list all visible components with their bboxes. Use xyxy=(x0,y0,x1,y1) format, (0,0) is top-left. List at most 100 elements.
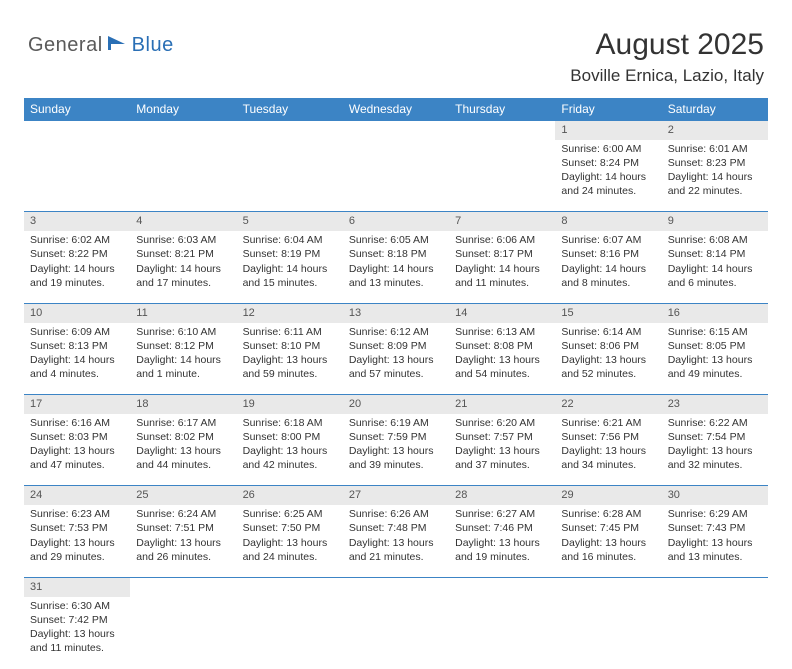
daylight-line: Daylight: 13 hours and 42 minutes. xyxy=(243,444,337,472)
sunset-line: Sunset: 8:09 PM xyxy=(349,339,443,353)
day-data-cell: Sunrise: 6:21 AMSunset: 7:56 PMDaylight:… xyxy=(555,414,661,486)
calendar-table: SundayMondayTuesdayWednesdayThursdayFrid… xyxy=(24,98,768,669)
sunset-line: Sunset: 8:03 PM xyxy=(30,430,124,444)
daylight-line: Daylight: 13 hours and 37 minutes. xyxy=(455,444,549,472)
sunrise-line: Sunrise: 6:27 AM xyxy=(455,507,549,521)
calendar-header-row: SundayMondayTuesdayWednesdayThursdayFrid… xyxy=(24,98,768,121)
weekday-header: Thursday xyxy=(449,98,555,121)
day-data-cell xyxy=(449,597,555,669)
day-data-cell: Sunrise: 6:10 AMSunset: 8:12 PMDaylight:… xyxy=(130,323,236,395)
day-number-cell: 1 xyxy=(555,121,661,140)
sunset-line: Sunset: 8:00 PM xyxy=(243,430,337,444)
day-data-cell: Sunrise: 6:16 AMSunset: 8:03 PMDaylight:… xyxy=(24,414,130,486)
sunrise-line: Sunrise: 6:06 AM xyxy=(455,233,549,247)
day-data-cell: Sunrise: 6:23 AMSunset: 7:53 PMDaylight:… xyxy=(24,505,130,577)
day-number-cell xyxy=(237,121,343,140)
sunrise-line: Sunrise: 6:05 AM xyxy=(349,233,443,247)
day-number-cell xyxy=(237,577,343,596)
sunrise-line: Sunrise: 6:26 AM xyxy=(349,507,443,521)
day-number-cell: 10 xyxy=(24,303,130,322)
sunrise-line: Sunrise: 6:23 AM xyxy=(30,507,124,521)
sunset-line: Sunset: 8:23 PM xyxy=(668,156,762,170)
day-number-cell: 12 xyxy=(237,303,343,322)
day-number-cell xyxy=(662,577,768,596)
daylight-line: Daylight: 14 hours and 8 minutes. xyxy=(561,262,655,290)
daylight-line: Daylight: 14 hours and 6 minutes. xyxy=(668,262,762,290)
day-number-cell: 2 xyxy=(662,121,768,140)
day-data-cell xyxy=(343,597,449,669)
day-data-cell: Sunrise: 6:24 AMSunset: 7:51 PMDaylight:… xyxy=(130,505,236,577)
day-number-cell: 21 xyxy=(449,395,555,414)
sunset-line: Sunset: 8:17 PM xyxy=(455,247,549,261)
sunset-line: Sunset: 8:06 PM xyxy=(561,339,655,353)
day-data-cell: Sunrise: 6:29 AMSunset: 7:43 PMDaylight:… xyxy=(662,505,768,577)
daylight-line: Daylight: 14 hours and 19 minutes. xyxy=(30,262,124,290)
day-number-row: 12 xyxy=(24,121,768,140)
day-data-cell xyxy=(237,140,343,212)
sunrise-line: Sunrise: 6:04 AM xyxy=(243,233,337,247)
day-data-cell xyxy=(555,597,661,669)
day-data-cell: Sunrise: 6:26 AMSunset: 7:48 PMDaylight:… xyxy=(343,505,449,577)
daylight-line: Daylight: 13 hours and 11 minutes. xyxy=(30,627,124,655)
day-number-cell: 17 xyxy=(24,395,130,414)
daylight-line: Daylight: 14 hours and 4 minutes. xyxy=(30,353,124,381)
daylight-line: Daylight: 13 hours and 34 minutes. xyxy=(561,444,655,472)
day-data-cell xyxy=(24,140,130,212)
daylight-line: Daylight: 13 hours and 32 minutes. xyxy=(668,444,762,472)
sunrise-line: Sunrise: 6:07 AM xyxy=(561,233,655,247)
day-number-cell: 31 xyxy=(24,577,130,596)
daylight-line: Daylight: 14 hours and 13 minutes. xyxy=(349,262,443,290)
sunset-line: Sunset: 7:57 PM xyxy=(455,430,549,444)
sunrise-line: Sunrise: 6:01 AM xyxy=(668,142,762,156)
sunset-line: Sunset: 7:46 PM xyxy=(455,521,549,535)
title-block: August 2025 Boville Ernica, Lazio, Italy xyxy=(570,28,764,86)
sunrise-line: Sunrise: 6:14 AM xyxy=(561,325,655,339)
day-data-cell: Sunrise: 6:30 AMSunset: 7:42 PMDaylight:… xyxy=(24,597,130,669)
sunrise-line: Sunrise: 6:28 AM xyxy=(561,507,655,521)
sunset-line: Sunset: 8:10 PM xyxy=(243,339,337,353)
sunset-line: Sunset: 7:45 PM xyxy=(561,521,655,535)
daylight-line: Daylight: 14 hours and 15 minutes. xyxy=(243,262,337,290)
sunset-line: Sunset: 7:54 PM xyxy=(668,430,762,444)
sunrise-line: Sunrise: 6:17 AM xyxy=(136,416,230,430)
sunrise-line: Sunrise: 6:21 AM xyxy=(561,416,655,430)
day-data-cell: Sunrise: 6:15 AMSunset: 8:05 PMDaylight:… xyxy=(662,323,768,395)
weekday-header: Monday xyxy=(130,98,236,121)
day-number-cell: 14 xyxy=(449,303,555,322)
daylight-line: Daylight: 13 hours and 54 minutes. xyxy=(455,353,549,381)
sunset-line: Sunset: 7:59 PM xyxy=(349,430,443,444)
day-number-cell: 28 xyxy=(449,486,555,505)
daylight-line: Daylight: 13 hours and 16 minutes. xyxy=(561,536,655,564)
day-number-cell: 16 xyxy=(662,303,768,322)
day-data-cell: Sunrise: 6:09 AMSunset: 8:13 PMDaylight:… xyxy=(24,323,130,395)
day-data-cell: Sunrise: 6:02 AMSunset: 8:22 PMDaylight:… xyxy=(24,231,130,303)
day-data-cell: Sunrise: 6:27 AMSunset: 7:46 PMDaylight:… xyxy=(449,505,555,577)
weekday-header: Friday xyxy=(555,98,661,121)
day-data-row: Sunrise: 6:09 AMSunset: 8:13 PMDaylight:… xyxy=(24,323,768,395)
sunset-line: Sunset: 8:24 PM xyxy=(561,156,655,170)
day-number-cell xyxy=(130,577,236,596)
day-number-cell: 29 xyxy=(555,486,661,505)
day-number-cell xyxy=(449,121,555,140)
daylight-line: Daylight: 14 hours and 17 minutes. xyxy=(136,262,230,290)
day-data-cell: Sunrise: 6:17 AMSunset: 8:02 PMDaylight:… xyxy=(130,414,236,486)
day-data-row: Sunrise: 6:23 AMSunset: 7:53 PMDaylight:… xyxy=(24,505,768,577)
day-number-cell: 19 xyxy=(237,395,343,414)
weekday-header: Saturday xyxy=(662,98,768,121)
sunrise-line: Sunrise: 6:30 AM xyxy=(30,599,124,613)
daylight-line: Daylight: 13 hours and 19 minutes. xyxy=(455,536,549,564)
day-data-cell xyxy=(662,597,768,669)
sunset-line: Sunset: 8:19 PM xyxy=(243,247,337,261)
weekday-header: Tuesday xyxy=(237,98,343,121)
sunrise-line: Sunrise: 6:02 AM xyxy=(30,233,124,247)
day-data-row: Sunrise: 6:16 AMSunset: 8:03 PMDaylight:… xyxy=(24,414,768,486)
location-subtitle: Boville Ernica, Lazio, Italy xyxy=(570,66,764,86)
sunset-line: Sunset: 8:08 PM xyxy=(455,339,549,353)
daylight-line: Daylight: 13 hours and 57 minutes. xyxy=(349,353,443,381)
day-number-cell: 24 xyxy=(24,486,130,505)
day-data-row: Sunrise: 6:00 AMSunset: 8:24 PMDaylight:… xyxy=(24,140,768,212)
day-number-row: 31 xyxy=(24,577,768,596)
sunset-line: Sunset: 7:51 PM xyxy=(136,521,230,535)
sunrise-line: Sunrise: 6:12 AM xyxy=(349,325,443,339)
day-data-cell: Sunrise: 6:04 AMSunset: 8:19 PMDaylight:… xyxy=(237,231,343,303)
